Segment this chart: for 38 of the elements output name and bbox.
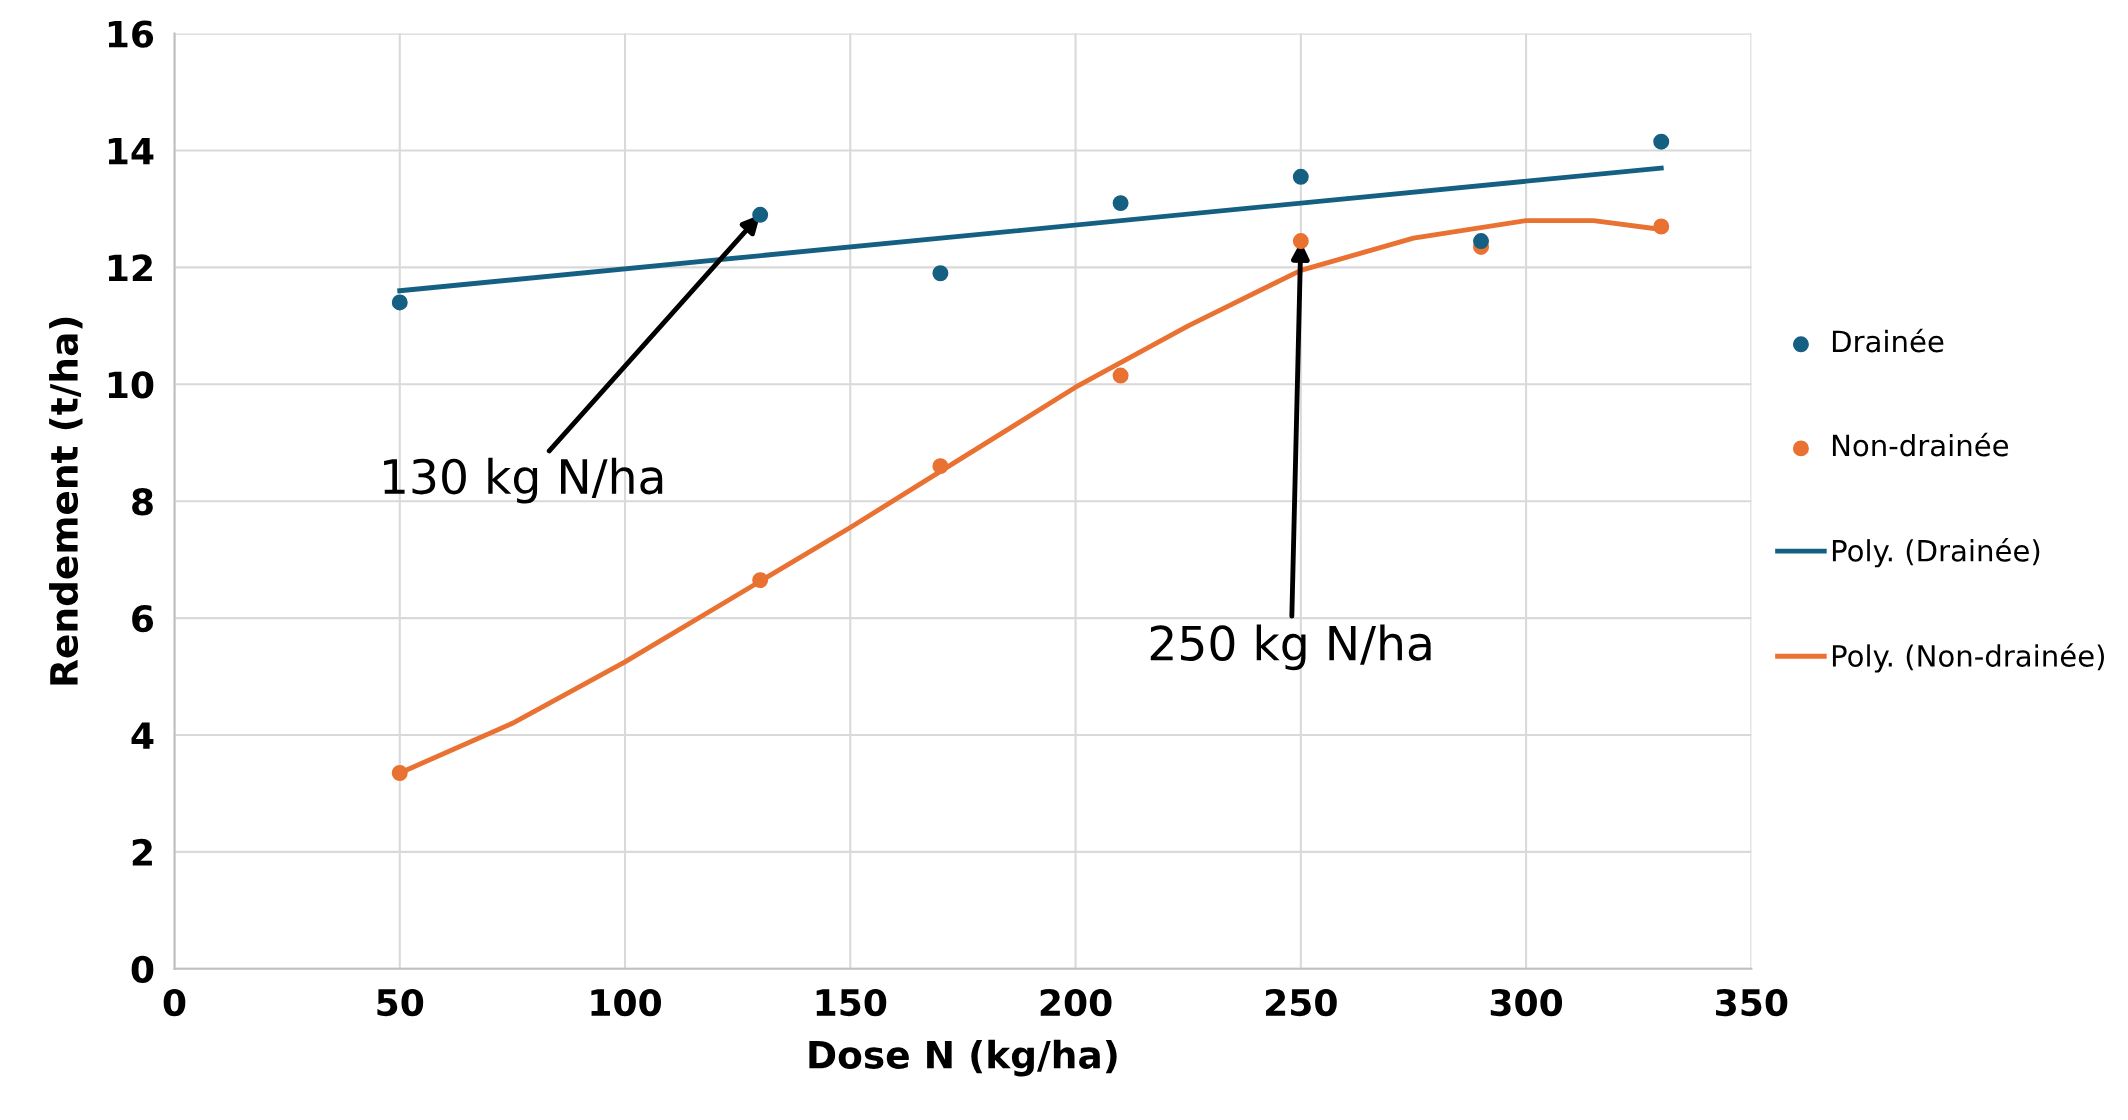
x-tick-label: 200	[1040, 988, 1112, 1017]
annotation: 250 kg N/ha	[1150, 624, 1431, 671]
x-tick-label: 300	[1490, 988, 1563, 1017]
point	[752, 206, 769, 223]
y-axis-title: Rendement (t/ha)	[49, 317, 83, 685]
point	[1112, 195, 1129, 212]
y-tick-label: 4	[131, 722, 154, 749]
point	[932, 265, 949, 282]
point	[391, 765, 408, 781]
point	[1473, 233, 1490, 250]
legend-label: Drainée	[1832, 328, 1944, 353]
x-tick-label: 150	[816, 988, 887, 1017]
x-axis-title: Dose N (kg/ha)	[809, 1039, 1117, 1077]
legend-label: Poly. (Non-drainée)	[1832, 643, 2104, 673]
x-tick-label: 0	[163, 988, 186, 1017]
y-tick-label: 2	[132, 838, 152, 866]
x-tick-label: 350	[1716, 988, 1788, 1017]
x-tick-label: 50	[377, 988, 424, 1017]
point	[391, 294, 408, 311]
x-tick-label: 100	[591, 988, 661, 1017]
point	[1292, 233, 1309, 250]
y-tick-label: 10	[108, 371, 154, 399]
point	[1292, 168, 1309, 185]
legend-label: Non-drainée	[1832, 432, 2009, 457]
point	[1653, 218, 1670, 235]
y-tick-label: 0	[131, 955, 154, 984]
legend-label: Poly. (Drainée)	[1832, 537, 2040, 568]
point	[1653, 133, 1670, 150]
point	[932, 458, 949, 475]
point	[1112, 367, 1129, 384]
y-tick-label: 12	[108, 254, 152, 282]
y-tick-label: 16	[108, 20, 154, 48]
y-tick-label: 6	[132, 605, 154, 633]
y-tick-label: 14	[108, 137, 154, 165]
annotation: 130 kg N/ha	[384, 457, 663, 504]
x-tick-label: 250	[1265, 988, 1337, 1017]
y-tick-label: 8	[132, 488, 153, 516]
point	[752, 572, 769, 589]
